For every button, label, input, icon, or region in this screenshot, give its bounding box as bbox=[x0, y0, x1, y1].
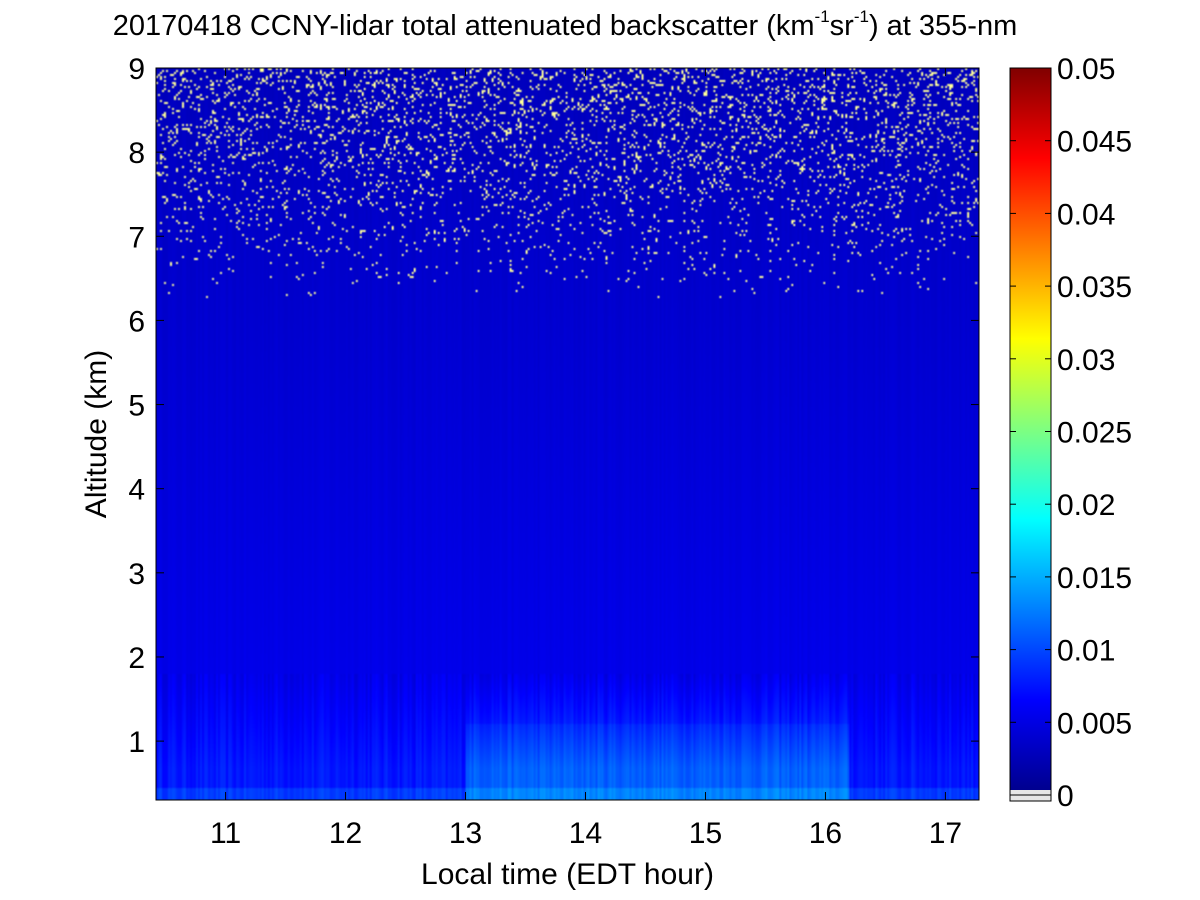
y-tick-label: 1 bbox=[128, 726, 145, 759]
colorbar-tick-label: 0.005 bbox=[1057, 707, 1132, 740]
y-tick-label: 3 bbox=[128, 558, 145, 591]
colorbar-tick-label: 0.04 bbox=[1057, 198, 1115, 231]
title-sr: sr bbox=[829, 10, 854, 42]
y-tick-label: 4 bbox=[128, 474, 145, 507]
x-tick-label: 16 bbox=[809, 817, 842, 850]
heatmap-image bbox=[156, 68, 979, 800]
colorbar-tick-label: 0.02 bbox=[1057, 489, 1115, 522]
colorbar: 0 0.005 0.01 0.015 0.02 0.025 0.03 0.035 0.04 0.0… bbox=[1009, 53, 1132, 813]
title-exponent-km: -1 bbox=[814, 7, 830, 26]
colorbar-frame bbox=[1009, 67, 1052, 802]
colorbar-gradient bbox=[1010, 68, 1051, 790]
y-tick-label: 8 bbox=[128, 137, 145, 170]
plot-frame bbox=[155, 67, 980, 801]
x-axis-label: Local time (EDT hour) bbox=[421, 858, 714, 891]
y-axis: 1 2 3 4 5 6 7 8 9 bbox=[128, 53, 979, 759]
colorbar-tick-label: 0.045 bbox=[1057, 126, 1132, 159]
x-tick-label: 15 bbox=[689, 817, 722, 850]
colorbar-tick-label: 0.03 bbox=[1057, 344, 1115, 377]
colorbar-tick-label: 0.035 bbox=[1057, 271, 1132, 304]
y-tick-label: 9 bbox=[128, 53, 145, 86]
colorbar-tick-label: 0.015 bbox=[1057, 562, 1132, 595]
y-tick-label: 5 bbox=[128, 390, 145, 423]
title-exponent-sr: -1 bbox=[853, 7, 869, 26]
x-tick-label: 14 bbox=[569, 817, 602, 850]
x-tick-label: 11 bbox=[210, 817, 241, 850]
colorbar-tick-label: 0.05 bbox=[1057, 53, 1115, 86]
x-tick-label: 12 bbox=[329, 817, 362, 850]
backscatter-heatmap bbox=[156, 68, 979, 800]
title-tail: ) at 355-nm bbox=[868, 10, 1018, 42]
x-tick-label: 13 bbox=[449, 817, 482, 850]
title-text: CCNY-lidar total attenuated backscatter … bbox=[249, 10, 815, 42]
y-tick-label: 6 bbox=[128, 305, 145, 338]
colorbar-tick-label: 0 bbox=[1057, 780, 1074, 813]
y-tick-label: 2 bbox=[128, 642, 145, 675]
colorbar-tick-label: 0.025 bbox=[1057, 417, 1132, 450]
x-tick-label: 17 bbox=[929, 817, 962, 850]
x-axis: 11 12 13 14 15 16 17 bbox=[210, 68, 962, 850]
y-tick-label: 7 bbox=[128, 221, 145, 254]
chart-title: 20170418 CCNY-lidar total attenuated bac… bbox=[0, 7, 1130, 43]
y-axis-label: Altitude (km) bbox=[80, 350, 113, 518]
title-date: 20170418 bbox=[112, 10, 242, 42]
colorbar-tick-label: 0.01 bbox=[1057, 635, 1115, 668]
